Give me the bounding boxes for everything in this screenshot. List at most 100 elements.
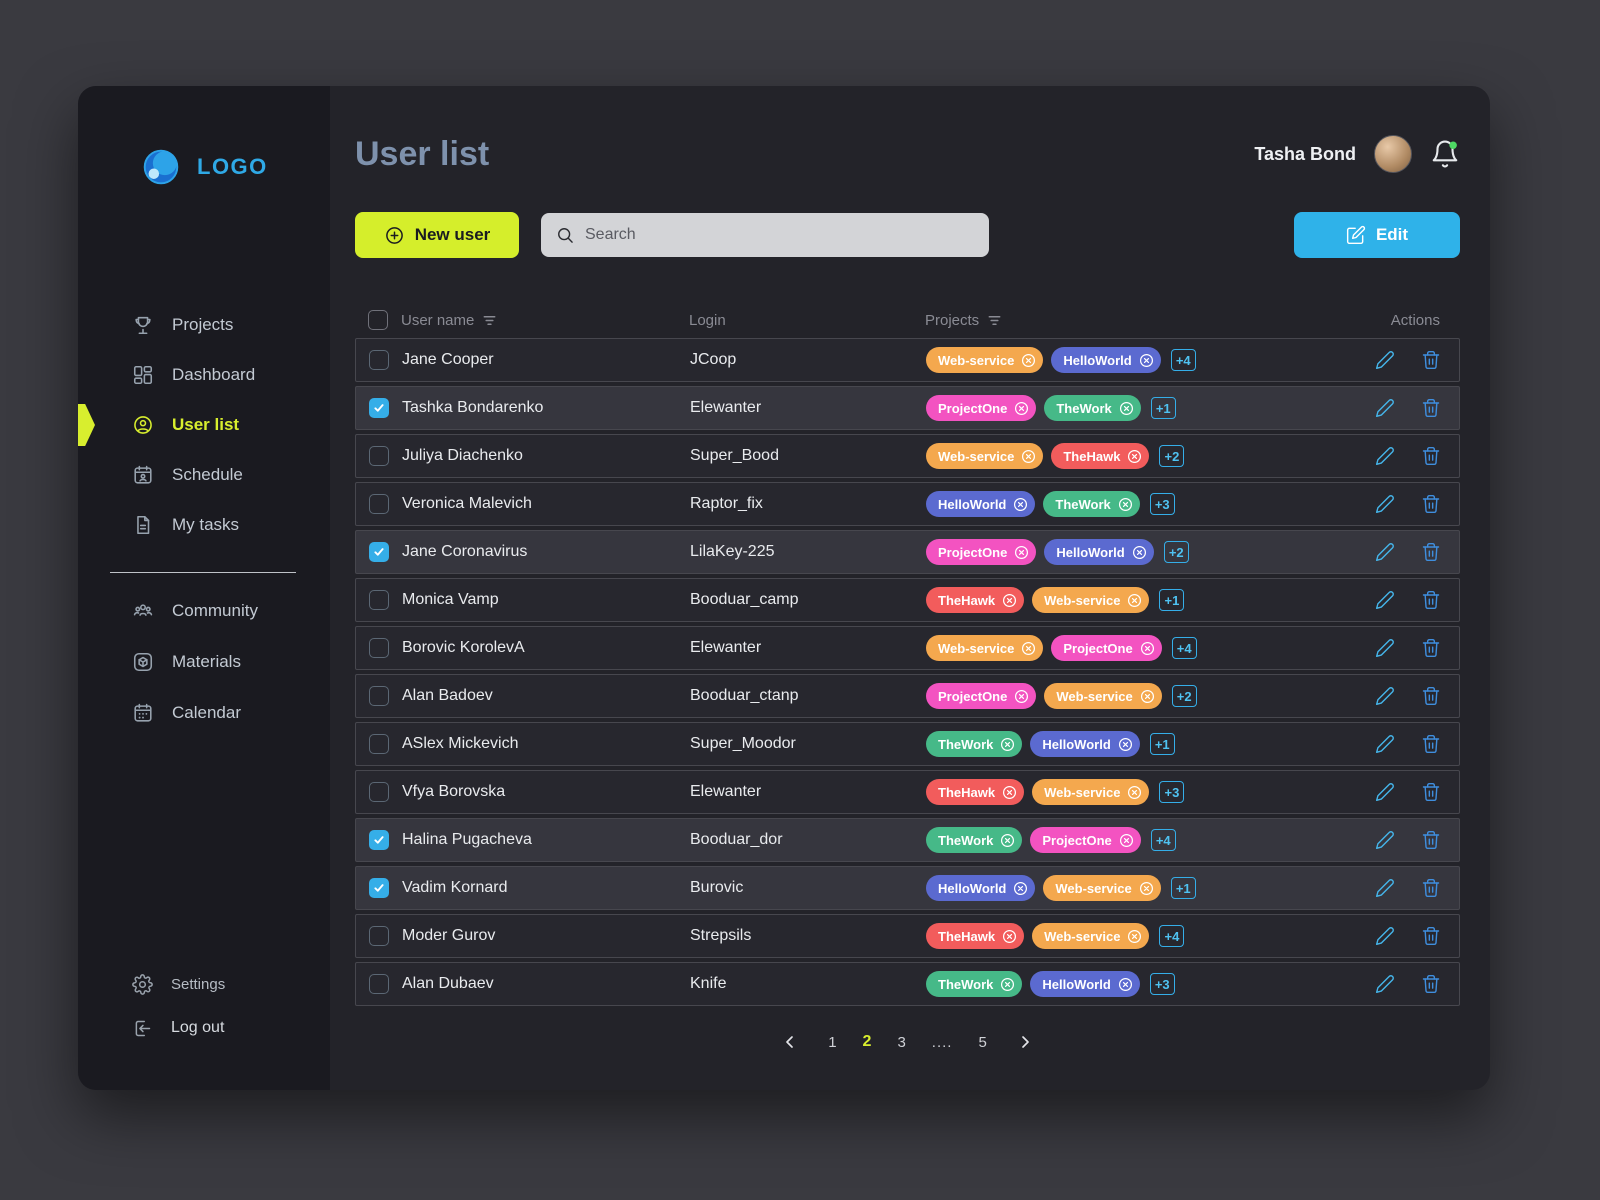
sidebar-item-logout[interactable]: Log out xyxy=(78,1006,330,1050)
edit-row-icon[interactable] xyxy=(1375,926,1395,946)
more-projects-badge[interactable]: +3 xyxy=(1149,493,1175,515)
edit-row-icon[interactable] xyxy=(1375,830,1395,850)
tag-close-icon[interactable] xyxy=(1127,929,1142,944)
tag-close-icon[interactable] xyxy=(1013,881,1028,896)
tag-close-icon[interactable] xyxy=(1014,689,1029,704)
sidebar-item-settings[interactable]: Settings xyxy=(78,962,330,1006)
sidebar-item-projects[interactable]: Projects xyxy=(78,300,330,350)
more-projects-badge[interactable]: +2 xyxy=(1159,445,1185,467)
edit-row-icon[interactable] xyxy=(1375,782,1395,802)
tag-close-icon[interactable] xyxy=(1021,353,1036,368)
tag-close-icon[interactable] xyxy=(1013,497,1028,512)
sidebar-item-schedule[interactable]: Schedule xyxy=(78,450,330,500)
delete-row-icon[interactable] xyxy=(1421,878,1441,898)
edit-row-icon[interactable] xyxy=(1375,974,1395,994)
row-checkbox[interactable] xyxy=(369,734,389,754)
tag-close-icon[interactable] xyxy=(1118,497,1133,512)
row-checkbox[interactable] xyxy=(369,590,389,610)
delete-row-icon[interactable] xyxy=(1421,974,1441,994)
edit-row-icon[interactable] xyxy=(1375,686,1395,706)
row-checkbox[interactable] xyxy=(369,878,389,898)
edit-row-icon[interactable] xyxy=(1375,542,1395,562)
delete-row-icon[interactable] xyxy=(1421,686,1441,706)
more-projects-badge[interactable]: +4 xyxy=(1170,349,1196,371)
more-projects-badge[interactable]: +3 xyxy=(1149,973,1175,995)
tag-close-icon[interactable] xyxy=(1140,641,1155,656)
tag-close-icon[interactable] xyxy=(1000,833,1015,848)
more-projects-badge[interactable]: +2 xyxy=(1163,541,1189,563)
more-projects-badge[interactable]: +2 xyxy=(1171,685,1197,707)
row-checkbox[interactable] xyxy=(369,446,389,466)
pagination-page[interactable]: 2 xyxy=(862,1033,872,1050)
sidebar-item-dashboard[interactable]: Dashboard xyxy=(78,350,330,400)
more-projects-badge[interactable]: +4 xyxy=(1150,829,1176,851)
more-projects-badge[interactable]: +1 xyxy=(1170,877,1196,899)
row-checkbox[interactable] xyxy=(369,542,389,562)
delete-row-icon[interactable] xyxy=(1421,734,1441,754)
filter-username-icon[interactable] xyxy=(482,313,497,328)
row-checkbox[interactable] xyxy=(369,830,389,850)
tag-close-icon[interactable] xyxy=(1002,785,1017,800)
more-projects-badge[interactable]: +4 xyxy=(1171,637,1197,659)
delete-row-icon[interactable] xyxy=(1421,782,1441,802)
row-checkbox[interactable] xyxy=(369,398,389,418)
search-input[interactable] xyxy=(585,226,975,244)
delete-row-icon[interactable] xyxy=(1421,542,1441,562)
tag-close-icon[interactable] xyxy=(1119,833,1134,848)
delete-row-icon[interactable] xyxy=(1421,638,1441,658)
delete-row-icon[interactable] xyxy=(1421,446,1441,466)
row-checkbox[interactable] xyxy=(369,782,389,802)
pagination-page[interactable]: 5 xyxy=(978,1033,987,1051)
more-projects-badge[interactable]: +1 xyxy=(1149,733,1175,755)
row-checkbox[interactable] xyxy=(369,926,389,946)
delete-row-icon[interactable] xyxy=(1421,590,1441,610)
sidebar-item-user-list[interactable]: User list xyxy=(78,400,330,450)
tag-close-icon[interactable] xyxy=(1000,977,1015,992)
tag-close-icon[interactable] xyxy=(1139,881,1154,896)
tag-close-icon[interactable] xyxy=(1127,593,1142,608)
delete-row-icon[interactable] xyxy=(1421,926,1441,946)
tag-close-icon[interactable] xyxy=(1139,353,1154,368)
tag-close-icon[interactable] xyxy=(1127,449,1142,464)
delete-row-icon[interactable] xyxy=(1421,494,1441,514)
sidebar-item-community[interactable]: Community xyxy=(78,585,330,636)
filter-projects-icon[interactable] xyxy=(987,313,1002,328)
sidebar-item-calendar[interactable]: Calendar xyxy=(78,687,330,738)
row-checkbox[interactable] xyxy=(369,494,389,514)
delete-row-icon[interactable] xyxy=(1421,350,1441,370)
edit-row-icon[interactable] xyxy=(1375,590,1395,610)
tag-close-icon[interactable] xyxy=(1014,401,1029,416)
tag-close-icon[interactable] xyxy=(1127,785,1142,800)
pagination-next[interactable] xyxy=(1015,1032,1035,1052)
new-user-button[interactable]: New user xyxy=(355,212,519,258)
select-all-checkbox[interactable] xyxy=(368,310,388,330)
tag-close-icon[interactable] xyxy=(1021,449,1036,464)
edit-row-icon[interactable] xyxy=(1375,494,1395,514)
edit-row-icon[interactable] xyxy=(1375,398,1395,418)
notification-bell[interactable] xyxy=(1430,139,1460,169)
row-checkbox[interactable] xyxy=(369,638,389,658)
tag-close-icon[interactable] xyxy=(1119,401,1134,416)
tag-close-icon[interactable] xyxy=(1002,929,1017,944)
edit-row-icon[interactable] xyxy=(1375,350,1395,370)
delete-row-icon[interactable] xyxy=(1421,398,1441,418)
row-checkbox[interactable] xyxy=(369,350,389,370)
edit-row-icon[interactable] xyxy=(1375,638,1395,658)
delete-row-icon[interactable] xyxy=(1421,830,1441,850)
tag-close-icon[interactable] xyxy=(1000,737,1015,752)
more-projects-badge[interactable]: +4 xyxy=(1159,925,1185,947)
edit-row-icon[interactable] xyxy=(1375,446,1395,466)
row-checkbox[interactable] xyxy=(369,686,389,706)
row-checkbox[interactable] xyxy=(369,974,389,994)
tag-close-icon[interactable] xyxy=(1021,641,1036,656)
edit-button[interactable]: Edit xyxy=(1294,212,1460,258)
tag-close-icon[interactable] xyxy=(1140,689,1155,704)
tag-close-icon[interactable] xyxy=(1014,545,1029,560)
more-projects-badge[interactable]: +3 xyxy=(1159,781,1185,803)
edit-row-icon[interactable] xyxy=(1375,878,1395,898)
pagination-page[interactable]: 3 xyxy=(897,1033,906,1051)
more-projects-badge[interactable]: +1 xyxy=(1159,589,1185,611)
tag-close-icon[interactable] xyxy=(1118,977,1133,992)
pagination-page[interactable]: 1 xyxy=(828,1033,837,1051)
sidebar-item-my-tasks[interactable]: My tasks xyxy=(78,500,330,550)
